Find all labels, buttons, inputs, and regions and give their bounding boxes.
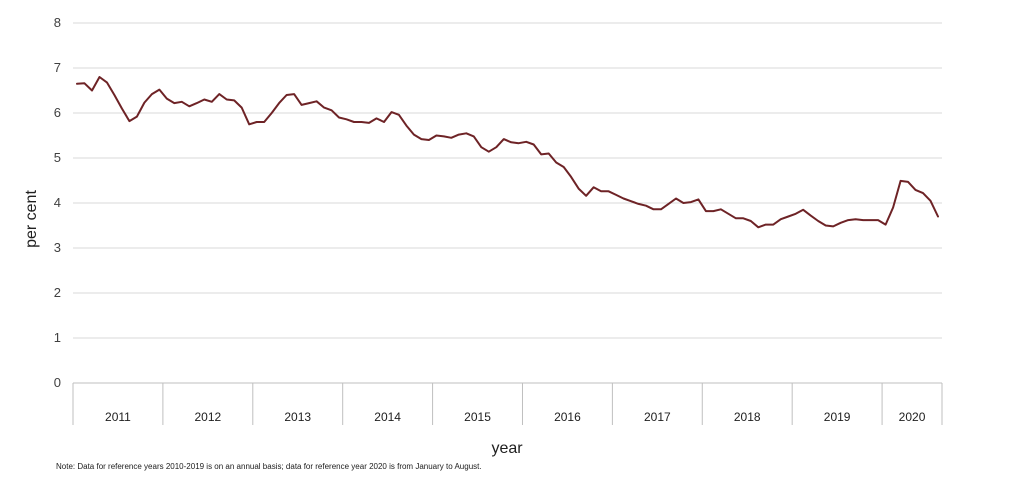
- y-tick-label: 7: [54, 60, 61, 75]
- x-tick-label: 2017: [644, 410, 671, 424]
- y-axis-tick-labels: 0 1 2 3 4 5 6 7 8: [54, 15, 61, 390]
- x-tick-label: 2020: [899, 410, 926, 424]
- x-tick-label: 2014: [374, 410, 401, 424]
- y-tick-label: 4: [54, 195, 61, 210]
- x-tick-label: 2015: [464, 410, 491, 424]
- y-tick-label: 3: [54, 240, 61, 255]
- y-tick-label: 0: [54, 375, 61, 390]
- y-tick-label: 5: [54, 150, 61, 165]
- x-tick-label: 2013: [284, 410, 311, 424]
- x-tick-label: 2016: [554, 410, 581, 424]
- y-tick-label: 6: [54, 105, 61, 120]
- x-tick-label: 2011: [105, 410, 131, 424]
- y-axis-title: per cent: [23, 190, 40, 248]
- x-tick-label: 2019: [824, 410, 851, 424]
- chart-note: Note: Data for reference years 2010-2019…: [56, 462, 482, 471]
- y-tick-label: 2: [54, 285, 61, 300]
- x-axis-title: year: [491, 440, 523, 457]
- x-tick-label: 2018: [734, 410, 761, 424]
- y-tick-label: 1: [54, 330, 61, 345]
- gridlines: [73, 22, 942, 384]
- x-axis-category-table: 2011 2012 2013 2014 2015 2016 2017 2018 2019 2020: [72, 383, 943, 425]
- series-line-0: [76, 76, 939, 229]
- x-tick-label: 2012: [194, 410, 221, 424]
- series-group: [76, 76, 939, 229]
- y-tick-label: 8: [54, 15, 61, 30]
